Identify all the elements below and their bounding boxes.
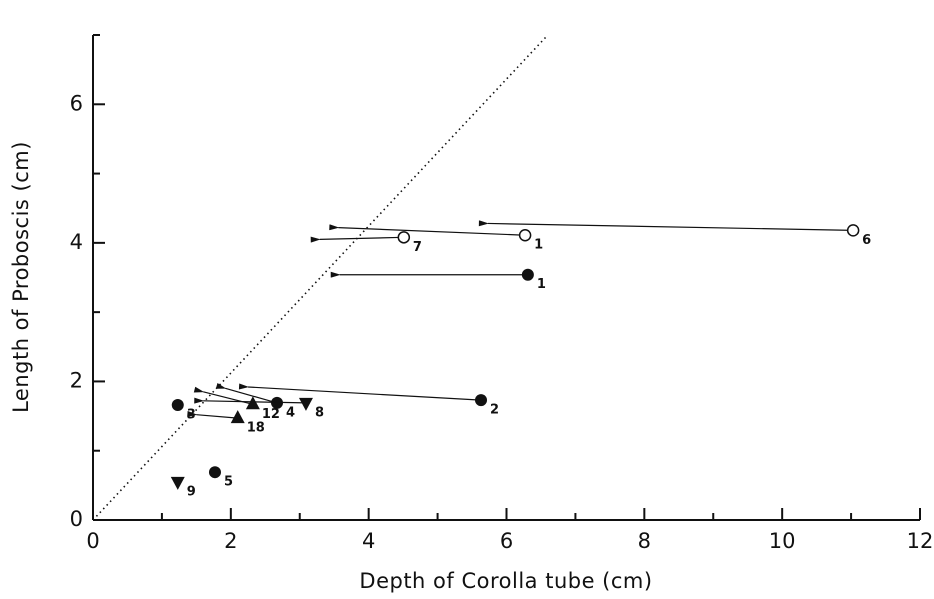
point-label: 8 <box>315 405 324 420</box>
y-tick-label: 2 <box>70 368 83 392</box>
point-label: 3 <box>187 407 196 422</box>
x-tick-label: 12 <box>907 529 934 553</box>
point <box>245 396 260 410</box>
point-label: 1 <box>537 277 546 292</box>
point <box>846 224 860 237</box>
point <box>475 394 488 407</box>
x-tick-label: 0 <box>86 529 99 553</box>
point <box>518 228 532 242</box>
point-label: 18 <box>247 421 265 436</box>
x-tick-label: 2 <box>224 529 237 553</box>
x-tick-label: 4 <box>362 529 375 553</box>
y-axis-title: Length of Proboscis (cm) <box>9 141 33 413</box>
y-tick-label: 0 <box>70 507 83 531</box>
point-label: 2 <box>490 403 499 418</box>
x-tick-label: 6 <box>500 529 513 553</box>
arrow <box>310 236 404 243</box>
point-label: 6 <box>862 233 871 248</box>
point-label: 1 <box>534 238 543 253</box>
arrow <box>478 220 854 231</box>
x-tick-label: 8 <box>638 529 651 553</box>
point <box>208 466 221 479</box>
y-tick-label: 6 <box>70 91 83 115</box>
point-label: 12 <box>262 407 280 422</box>
arrow <box>329 224 526 236</box>
point-label: 7 <box>413 240 422 255</box>
point <box>230 410 245 424</box>
point <box>170 476 185 490</box>
x-axis-title: Depth of Corolla tube (cm) <box>359 569 652 593</box>
y-tick-label: 4 <box>70 230 83 254</box>
point-label: 4 <box>286 405 295 420</box>
arrow <box>194 397 306 404</box>
point <box>298 397 313 411</box>
arrow <box>187 410 238 419</box>
point <box>521 268 534 281</box>
reference-line <box>92 34 549 521</box>
arrow <box>238 383 482 401</box>
arrow <box>215 383 278 404</box>
point <box>171 398 184 411</box>
point-label: 5 <box>224 475 233 490</box>
point-label: 9 <box>187 484 196 499</box>
x-tick-label: 10 <box>769 529 796 553</box>
point <box>397 231 411 244</box>
